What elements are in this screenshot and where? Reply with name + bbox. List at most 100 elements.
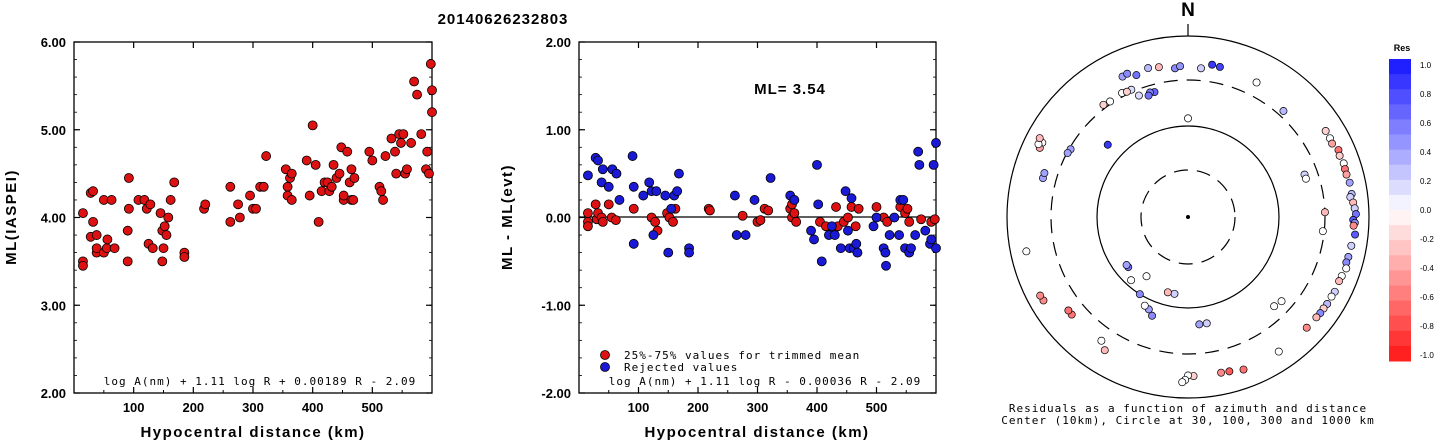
colorbar-swatch <box>1389 345 1411 362</box>
colorbar-tick-label: 0.2 <box>1420 177 1432 186</box>
ring-100km <box>1096 125 1280 309</box>
left-data-point <box>258 181 269 192</box>
middle-data-point <box>916 214 927 225</box>
polar-data-point <box>1312 313 1321 322</box>
legend-red-marker <box>600 350 610 360</box>
left-data-point <box>155 208 166 219</box>
colorbar-swatch <box>1389 104 1411 120</box>
polar-plot: N Residuals as a function of azimuth and… <box>1001 0 1374 427</box>
left-data-point <box>88 186 98 197</box>
colorbar-swatch <box>1389 285 1411 302</box>
middle-data-point <box>628 203 639 214</box>
middle-data-point <box>731 230 742 240</box>
left-data-point <box>163 212 174 223</box>
colorbar-tick-label: 0.4 <box>1420 148 1432 157</box>
middle-data-point <box>881 260 891 271</box>
middle-data-point <box>603 181 614 192</box>
left-data-point <box>422 146 433 157</box>
polar-points <box>1022 60 1360 387</box>
polar-data-point <box>1279 107 1288 115</box>
polar-data-point <box>1301 174 1310 183</box>
left-data-point <box>225 216 236 227</box>
middle-data-point <box>644 177 655 188</box>
middle-plot: 100 200 300 400 500 -2.00 -1.00 0.00 1.00 2.00 ML… <box>499 35 941 441</box>
polar-data-point <box>1274 347 1283 356</box>
middle-xlabel: Hypocentral distance (km) <box>644 424 869 441</box>
middle-data-point <box>868 221 879 232</box>
polar-data-point <box>1134 91 1143 100</box>
middle-data-point <box>648 230 659 240</box>
middle-data-point <box>593 155 603 166</box>
left-data-point <box>169 177 180 188</box>
middle-data-point <box>651 186 662 197</box>
polar-data-point <box>1342 170 1351 179</box>
colorbar-swatch <box>1389 134 1411 151</box>
colorbar-tick-label: -0.6 <box>1420 293 1434 302</box>
polar-data-point <box>1239 365 1248 374</box>
left-data-point <box>200 199 211 210</box>
left-data-point <box>109 243 120 254</box>
polar-data-point <box>1202 319 1211 328</box>
left-data-point <box>416 129 427 140</box>
middle-data-point <box>850 221 861 232</box>
middle-data-point <box>672 186 683 197</box>
left-data-point <box>233 199 243 210</box>
left-data-point <box>412 89 422 100</box>
polar-data-point <box>1036 291 1045 300</box>
colorbar-tick-label: 0.6 <box>1420 119 1432 128</box>
middle-data-point <box>840 186 851 197</box>
middle-data-point <box>853 203 864 214</box>
left-data-point <box>88 216 98 227</box>
middle-data-point <box>835 243 846 254</box>
middle-data-point <box>650 216 661 227</box>
polar-data-point <box>1178 378 1187 387</box>
colorbar-ticks: 1.0 0.8 0.6 0.4 0.2 0.0 -0.2 -0.4 -0.6 -0.8 -1.0 <box>1420 61 1434 360</box>
polar-data-point <box>1270 302 1279 311</box>
middle-data-point <box>882 216 893 227</box>
left-data-point <box>159 221 170 232</box>
left-data-point <box>328 159 339 170</box>
middle-plot-points <box>583 138 941 271</box>
colorbar-tick-label: -0.2 <box>1420 235 1434 244</box>
middle-ytick-label: -2.00 <box>541 386 571 401</box>
left-xtick-label: 200 <box>182 400 204 415</box>
middle-data-point <box>902 203 913 214</box>
colorbar-title: Res <box>1394 43 1411 53</box>
epicenter-dot <box>1186 215 1190 219</box>
left-data-point <box>102 234 113 245</box>
polar-data-point <box>1144 64 1153 73</box>
polar-data-point <box>1148 311 1157 320</box>
left-data-point <box>425 59 436 69</box>
left-data-point <box>364 146 375 157</box>
middle-data-point <box>737 210 748 221</box>
middle-data-point <box>705 205 715 216</box>
middle-data-point <box>684 247 694 258</box>
colorbar-tick-label: 0.0 <box>1420 206 1432 215</box>
middle-data-point <box>789 195 800 205</box>
middle-data-point <box>763 205 774 216</box>
middle-data-point <box>603 199 614 210</box>
colorbar-swatch <box>1389 210 1411 226</box>
polar-data-point <box>1335 151 1344 160</box>
left-data-point <box>386 133 397 144</box>
left-data-point <box>378 195 388 205</box>
left-data-point <box>424 168 434 179</box>
middle-data-point <box>740 230 751 240</box>
colorbar-swatch <box>1389 194 1411 211</box>
left-plot-frame <box>73 41 433 394</box>
figure-title: 20140626232803 <box>438 11 569 28</box>
middle-data-point <box>910 230 921 240</box>
middle-data-point <box>852 247 863 258</box>
left-data-point <box>106 195 117 205</box>
left-data-point <box>78 260 88 271</box>
north-label: N <box>1181 0 1195 21</box>
colorbar-swatch <box>1389 89 1411 105</box>
polar-data-point <box>1176 62 1185 71</box>
colorbar-tick-label: -0.8 <box>1420 322 1434 331</box>
middle-data-point <box>666 203 677 214</box>
left-data-point <box>427 107 437 118</box>
middle-ytick-label: 1.00 <box>546 123 571 138</box>
left-data-point <box>334 168 345 179</box>
left-data-point <box>307 120 318 131</box>
polar-data-point <box>1197 64 1205 73</box>
